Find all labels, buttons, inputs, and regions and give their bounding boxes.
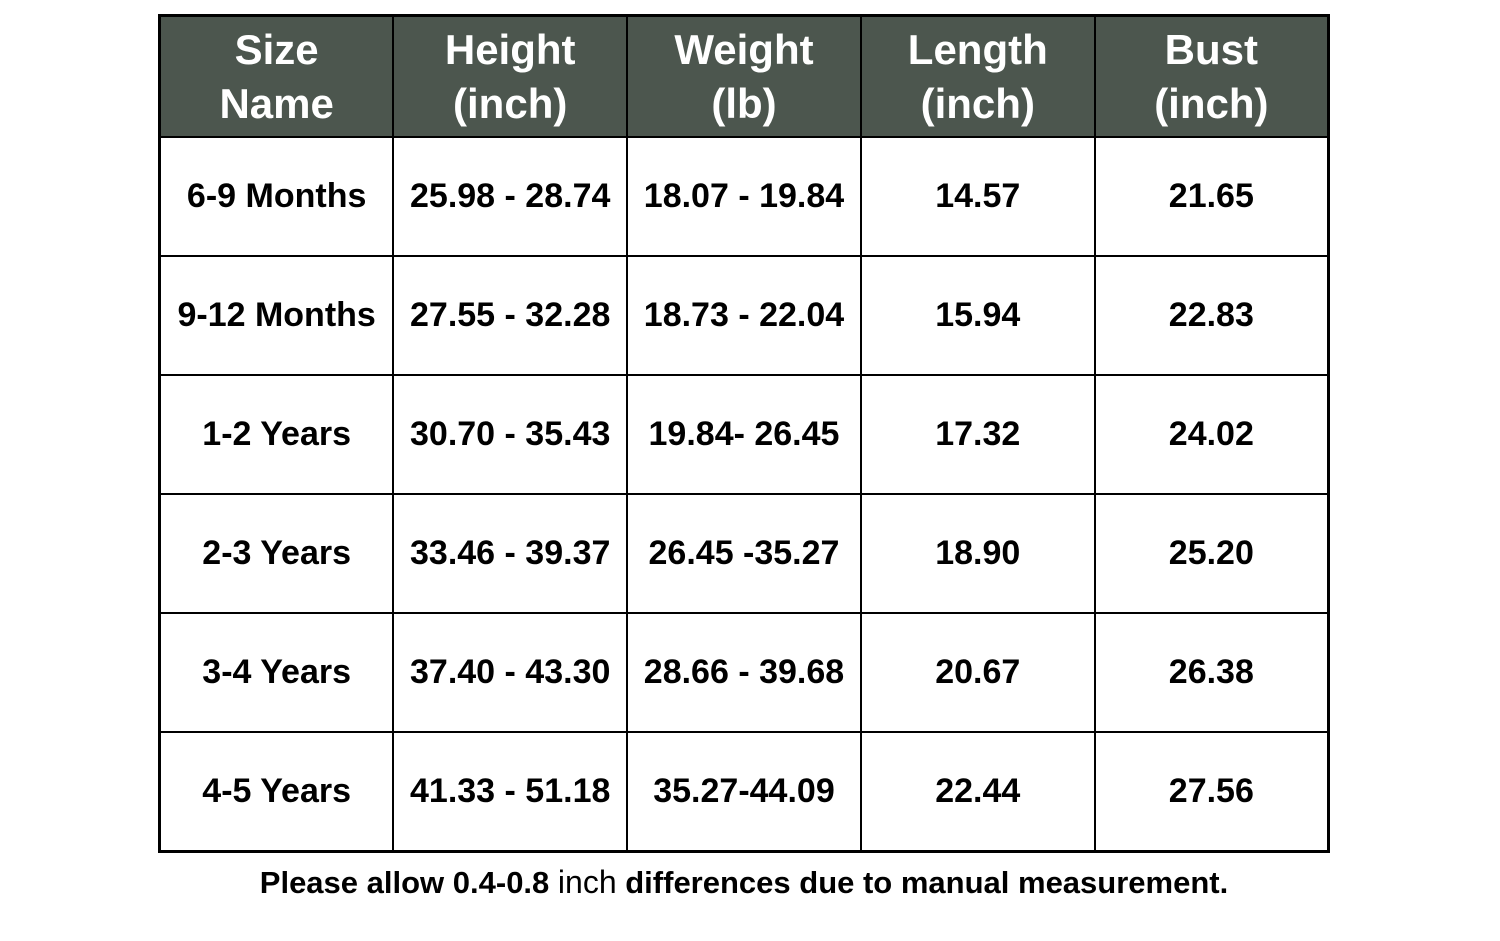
table-row: 9-12 Months 27.55 - 32.28 18.73 - 22.04 … (158, 255, 1330, 376)
cell-length: 17.32 (859, 374, 1096, 495)
cell-bust: 21.65 (1093, 136, 1330, 257)
header-line: Length (907, 25, 1048, 73)
header-line: Name (219, 79, 334, 127)
cell-bust: 27.56 (1093, 731, 1330, 853)
disclaimer-text-part1: Please allow 0.4-0.8 (259, 865, 550, 900)
header-line: Weight (674, 25, 814, 73)
column-header-bust: Bust (inch) (1093, 14, 1330, 138)
column-header-size-name: Size Name (158, 14, 395, 138)
cell-size-name: 2-3 Years (158, 493, 395, 614)
cell-bust: 26.38 (1093, 612, 1330, 733)
header-line: Bust (1164, 25, 1259, 73)
cell-size-name: 6-9 Months (158, 136, 395, 257)
cell-size-name: 1-2 Years (158, 374, 395, 495)
cell-weight: 19.84- 26.45 (626, 374, 862, 495)
table-row: 3-4 Years 37.40 - 43.30 28.66 - 39.68 20… (158, 612, 1330, 733)
disclaimer-text-part2: differences due to manual measurement. (625, 865, 1229, 900)
column-header-height: Height (inch) (392, 14, 629, 138)
cell-weight: 18.73 - 22.04 (626, 255, 862, 376)
table-row: 6-9 Months 25.98 - 28.74 18.07 - 19.84 1… (158, 136, 1330, 257)
cell-length: 22.44 (859, 731, 1096, 853)
cell-height: 41.33 - 51.18 (392, 731, 629, 853)
cell-bust: 24.02 (1093, 374, 1330, 495)
cell-weight: 35.27-44.09 (626, 731, 862, 853)
cell-height: 27.55 - 32.28 (392, 255, 629, 376)
cell-size-name: 3-4 Years (158, 612, 395, 733)
header-line: Height (444, 25, 576, 73)
size-chart-table: Size Name Height (inch) Weight (lb) Leng… (158, 14, 1330, 853)
header-line: (inch) (1154, 79, 1269, 127)
table-row: 1-2 Years 30.70 - 35.43 19.84- 26.45 17.… (158, 374, 1330, 495)
header-row: Size Name Height (inch) Weight (lb) Leng… (158, 14, 1330, 138)
header-line: (lb) (711, 79, 777, 127)
table-row: 4-5 Years 41.33 - 51.18 35.27-44.09 22.4… (158, 731, 1330, 853)
table-header: Size Name Height (inch) Weight (lb) Leng… (158, 14, 1330, 138)
table-row: 2-3 Years 33.46 - 39.37 26.45 -35.27 18.… (158, 493, 1330, 614)
cell-weight: 26.45 -35.27 (626, 493, 862, 614)
measurement-disclaimer: Please allow 0.4-0.8 inch differences du… (158, 864, 1330, 901)
column-header-weight: Weight (lb) (626, 14, 862, 138)
cell-bust: 22.83 (1093, 255, 1330, 376)
cell-length: 18.90 (859, 493, 1096, 614)
table-body: 6-9 Months 25.98 - 28.74 18.07 - 19.84 1… (158, 136, 1330, 853)
header-line: Size (234, 25, 319, 73)
cell-length: 20.67 (859, 612, 1096, 733)
cell-height: 37.40 - 43.30 (392, 612, 629, 733)
header-line: (inch) (453, 79, 568, 127)
cell-bust: 25.20 (1093, 493, 1330, 614)
cell-weight: 28.66 - 39.68 (626, 612, 862, 733)
cell-length: 15.94 (859, 255, 1096, 376)
cell-length: 14.57 (859, 136, 1096, 257)
cell-weight: 18.07 - 19.84 (626, 136, 862, 257)
column-header-length: Length (inch) (859, 14, 1096, 138)
cell-size-name: 4-5 Years (158, 731, 395, 853)
cell-height: 30.70 - 35.43 (392, 374, 629, 495)
cell-height: 25.98 - 28.74 (392, 136, 629, 257)
cell-height: 33.46 - 39.37 (392, 493, 629, 614)
cell-size-name: 9-12 Months (158, 255, 395, 376)
disclaimer-unit-word: inch (557, 864, 617, 900)
header-line: (inch) (920, 79, 1035, 127)
